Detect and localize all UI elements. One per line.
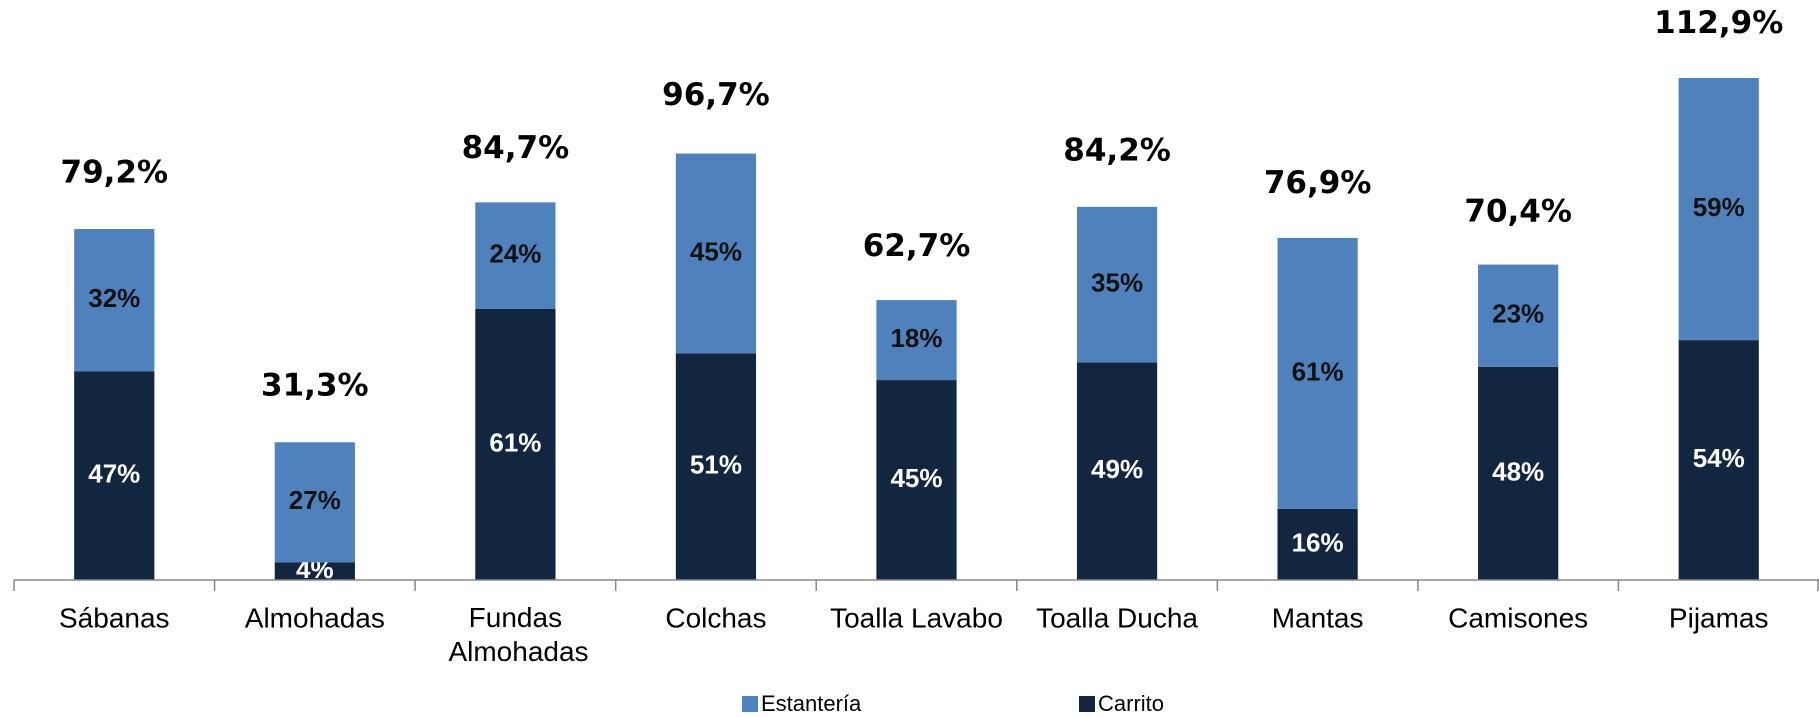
bar-segment [475,202,556,310]
bar-segment [876,300,957,381]
bar-segment [1277,237,1358,509]
bar-segment [1678,78,1759,341]
total-label: 62,7% [863,228,971,264]
segment-label: 61% [489,427,541,457]
bar-segment [74,229,155,372]
bar-segment [274,562,355,580]
x-tick-label: Toalla Lavabo [830,602,1003,633]
x-tick-label: Camisones [1448,602,1588,633]
bar-segment [74,371,155,580]
bar-segment [1076,362,1158,580]
bar-segment [274,442,355,563]
segment-label: 35% [1091,267,1143,297]
bar-segment [1277,508,1358,580]
x-tick-label: Pijamas [1669,602,1769,633]
bar-segment [1478,366,1559,580]
x-tick-label: Fundas Almohadas [442,602,588,667]
segment-label: 27% [289,485,341,515]
x-tick-label: Mantas [1272,602,1364,633]
total-label: 84,7% [462,130,570,166]
segment-label: 51% [690,450,742,480]
bar-segment [1678,340,1759,580]
bar-segment [1478,264,1559,367]
segment-label: 45% [690,236,742,266]
total-label: 84,2% [1063,132,1171,168]
segment-label: 32% [88,283,140,313]
x-tick-label: Toalla Ducha [1036,602,1198,633]
x-tick-label: Almohadas [245,602,385,633]
total-label: 76,9% [1264,165,1372,201]
bar-segment [1076,206,1158,363]
segment-label: 49% [1091,454,1143,484]
x-tick-label: Sábanas [59,602,170,633]
segment-label: 18% [890,323,942,353]
legend-label: Estantería [761,691,862,716]
segment-label: 16% [1292,527,1344,557]
segment-label: 24% [489,239,541,269]
total-label: 112,9% [1654,5,1783,41]
legend-label: Carrito [1098,691,1164,716]
segment-label: 45% [890,463,942,493]
segment-label: 61% [1292,356,1344,386]
segment-label: 59% [1693,192,1745,222]
x-tick-label: Colchas [665,602,766,633]
total-label: 96,7% [662,77,770,113]
bar-segment [876,380,957,580]
segment-label: 54% [1693,443,1745,473]
total-label: 79,2% [61,155,169,191]
bar-segment [675,153,757,354]
total-label: 31,3% [261,367,369,403]
bar-segment [675,353,757,580]
total-label: 70,4% [1464,194,1572,230]
bar-segment [475,309,556,580]
segment-label: 47% [88,458,140,488]
segment-label: 23% [1492,299,1544,329]
legend-swatch [742,696,758,712]
legend-swatch [1079,696,1095,712]
segment-label: 48% [1492,456,1544,486]
